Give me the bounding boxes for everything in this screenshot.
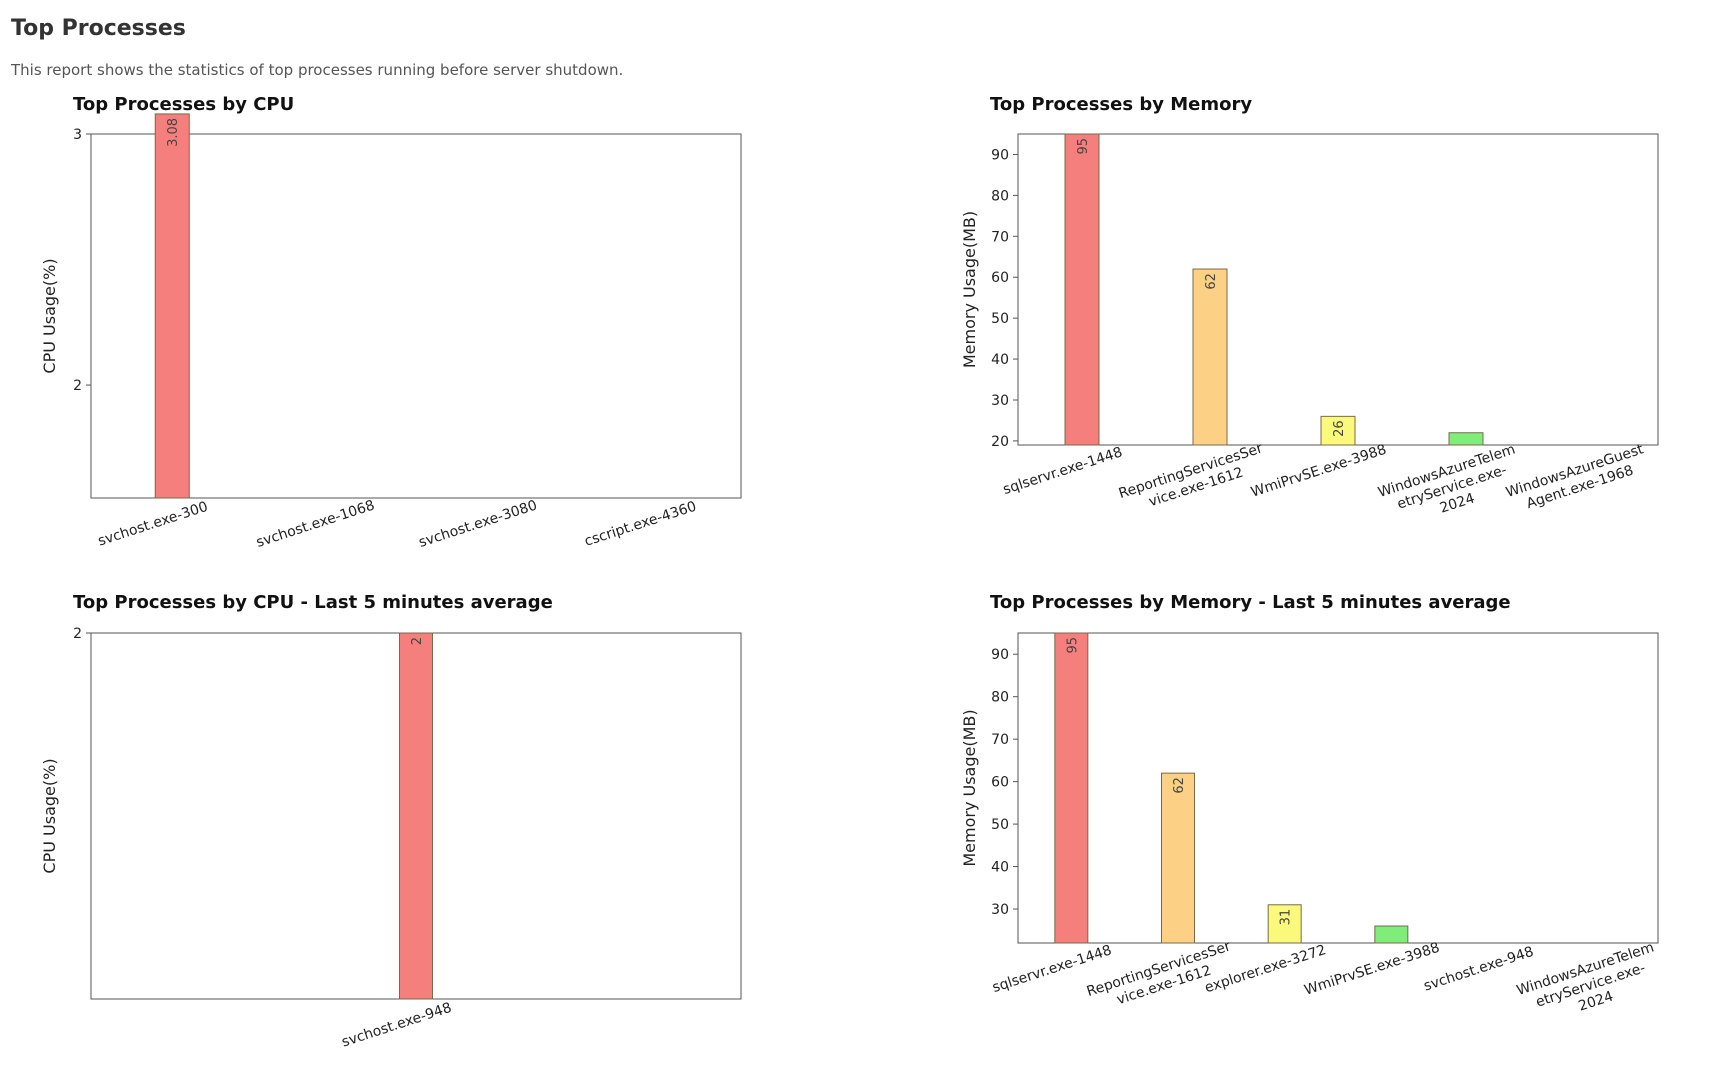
category-label-line: WmiPrvSE.exe-3988 — [1249, 442, 1388, 501]
y-tick-label: 70 — [991, 732, 1009, 748]
page-description: This report shows the statistics of top … — [11, 61, 624, 79]
y-tick-label: 30 — [991, 393, 1009, 409]
y-axis-label: Memory Usage(MB) — [960, 211, 979, 368]
y-tick-label: 40 — [991, 860, 1009, 876]
bar-windowsazuretelemetryservice-exe-2024 — [1448, 432, 1484, 446]
category-label-line: cscript.exe-4360 — [583, 499, 699, 550]
y-axis-label: Memory Usage(MB) — [960, 709, 979, 866]
category-label-line: svchost.exe-948 — [340, 1000, 454, 1051]
category-label: svchost.exe-3080 — [417, 498, 539, 551]
category-label: sqlservr.exe-1448 — [1001, 444, 1124, 498]
y-tick-label: 20 — [991, 434, 1009, 450]
value-label: 3.08 — [166, 118, 181, 147]
y-axis-label: CPU Usage(%) — [40, 258, 59, 373]
value-label: 62 — [1204, 273, 1219, 290]
y-tick-label: 80 — [991, 690, 1009, 706]
category-label-line: svchost.exe-300 — [96, 499, 210, 550]
bar-wmiprvse-exe-3988 — [1374, 925, 1409, 944]
category-label: svchost.exe-948 — [340, 1000, 454, 1051]
y-axis-label: CPU Usage(%) — [40, 758, 59, 873]
value-label: 62 — [1172, 777, 1187, 794]
y-tick-label: 2 — [73, 626, 82, 642]
bar-wmiprvse-exe-3988 — [1320, 415, 1356, 446]
y-tick-label: 2 — [73, 378, 82, 394]
category-label-line: svchost.exe-3080 — [417, 498, 539, 551]
value-label: 26 — [1332, 420, 1347, 437]
category-label: svchost.exe-1068 — [254, 498, 376, 551]
bar-explorer-exe-3272 — [1267, 904, 1302, 944]
chart-title-memory-avg: Top Processes by Memory - Last 5 minutes… — [990, 592, 1511, 613]
value-label: 31 — [1279, 909, 1294, 926]
y-tick-label: 50 — [991, 817, 1009, 833]
y-tick-label: 3 — [73, 127, 82, 143]
bar-svchost-exe-948 — [399, 632, 433, 1000]
y-tick-label: 40 — [991, 352, 1009, 368]
plot-frame — [90, 133, 742, 499]
value-label: 95 — [1065, 637, 1080, 654]
plot-frame — [1017, 632, 1659, 944]
y-tick-label: 60 — [991, 270, 1009, 286]
category-label: WmiPrvSE.exe-3988 — [1249, 442, 1388, 501]
y-tick-label: 90 — [991, 647, 1009, 663]
category-label: svchost.exe-300 — [96, 499, 210, 550]
bar-reportingservicesservice-exe-1612 — [1192, 268, 1228, 446]
y-tick-label: 50 — [991, 311, 1009, 327]
category-label-line: svchost.exe-1068 — [254, 498, 376, 551]
category-label-line: sqlservr.exe-1448 — [1001, 444, 1124, 498]
chart-title-memory: Top Processes by Memory — [990, 94, 1253, 115]
bar-svchost-exe-300 — [154, 113, 190, 499]
chart-title-cpu-avg: Top Processes by CPU - Last 5 minutes av… — [73, 592, 553, 613]
y-tick-label: 80 — [991, 188, 1009, 204]
y-tick-label: 60 — [991, 775, 1009, 791]
value-label: 2 — [410, 637, 425, 645]
chart-title-cpu: Top Processes by CPU — [73, 94, 295, 115]
bar-sqlservr-exe-1448 — [1054, 632, 1089, 944]
page-title: Top Processes — [11, 16, 186, 41]
bar-sqlservr-exe-1448 — [1064, 133, 1100, 446]
value-label: 95 — [1076, 138, 1091, 155]
y-tick-label: 30 — [991, 902, 1009, 918]
category-label: cscript.exe-4360 — [583, 499, 699, 550]
plot-frame — [1017, 133, 1659, 446]
y-tick-label: 70 — [991, 229, 1009, 245]
bar-reportingservicesservice-exe-1612 — [1161, 772, 1195, 944]
y-tick-label: 90 — [991, 147, 1009, 163]
